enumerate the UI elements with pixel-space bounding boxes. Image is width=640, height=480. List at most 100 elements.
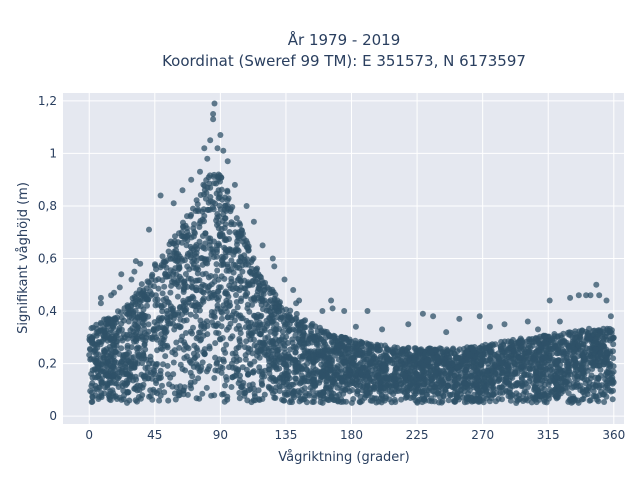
data-point	[220, 147, 227, 154]
data-point	[152, 261, 158, 268]
data-point	[479, 371, 486, 378]
data-point	[217, 178, 223, 185]
data-point	[191, 221, 198, 228]
data-point	[205, 366, 212, 373]
data-point	[556, 318, 563, 325]
data-point	[452, 398, 459, 405]
data-point	[383, 365, 390, 372]
data-point	[273, 321, 280, 328]
data-point	[193, 197, 200, 204]
data-point	[190, 264, 197, 271]
data-point	[261, 286, 268, 293]
data-point	[415, 356, 422, 363]
data-point	[601, 389, 608, 396]
data-point	[87, 388, 94, 394]
y-tick-label: 0,8	[38, 199, 57, 213]
data-point	[547, 373, 554, 380]
data-point	[200, 349, 207, 356]
data-point	[289, 399, 295, 406]
data-point	[460, 379, 467, 386]
data-point	[398, 396, 405, 403]
data-point	[484, 357, 491, 364]
data-point	[200, 191, 207, 198]
data-point	[242, 356, 249, 363]
data-point	[141, 330, 148, 337]
data-point	[602, 333, 609, 340]
data-point	[234, 241, 240, 248]
data-point	[338, 399, 345, 405]
data-point	[286, 312, 293, 318]
data-point	[556, 339, 563, 346]
data-point	[237, 258, 244, 265]
data-point	[454, 364, 461, 371]
data-point	[243, 317, 250, 324]
data-point	[251, 342, 258, 349]
data-point	[215, 330, 222, 337]
data-point	[101, 349, 108, 355]
data-point	[205, 207, 212, 213]
data-point	[108, 292, 115, 299]
data-point	[132, 397, 139, 404]
data-point	[553, 373, 560, 380]
data-point	[503, 388, 510, 395]
data-point	[114, 396, 120, 402]
data-point	[590, 361, 597, 368]
data-point	[239, 230, 246, 237]
data-point	[354, 390, 361, 397]
data-point	[189, 330, 195, 337]
data-point	[300, 344, 307, 351]
data-point	[285, 389, 292, 396]
data-point	[225, 324, 232, 331]
data-point	[210, 111, 217, 117]
data-point	[462, 372, 469, 379]
data-point	[192, 277, 199, 284]
data-point	[107, 397, 114, 404]
data-point	[129, 325, 136, 332]
data-point	[177, 316, 184, 323]
x-tick-label: 180	[340, 428, 363, 442]
data-point	[214, 242, 220, 249]
data-point	[228, 257, 235, 264]
data-point	[233, 368, 240, 375]
data-point	[247, 386, 254, 393]
data-point	[272, 291, 279, 298]
data-point	[124, 399, 130, 406]
data-point	[324, 374, 331, 381]
data-point	[217, 132, 224, 138]
y-tick-label: 0,6	[38, 252, 57, 266]
data-point	[140, 381, 147, 388]
data-point	[128, 307, 135, 314]
data-point	[161, 283, 168, 290]
data-point	[366, 350, 373, 357]
data-point	[595, 375, 602, 382]
data-point	[193, 307, 199, 314]
data-point	[137, 260, 144, 267]
data-point	[604, 369, 611, 376]
data-point	[535, 326, 541, 333]
data-point	[173, 252, 180, 259]
data-point	[376, 375, 382, 382]
data-point	[104, 316, 111, 323]
data-point	[369, 371, 376, 378]
data-point	[476, 345, 483, 352]
data-point	[97, 294, 104, 301]
data-point	[103, 380, 110, 387]
data-point	[572, 356, 579, 363]
data-point	[453, 393, 460, 400]
data-point	[181, 278, 188, 285]
data-point	[175, 283, 182, 290]
data-point	[401, 361, 408, 368]
data-point	[266, 358, 273, 365]
data-point	[213, 217, 220, 224]
data-point	[192, 243, 199, 250]
data-point	[194, 270, 201, 277]
x-axis-title: Vågriktning (grader)	[278, 450, 409, 465]
data-point	[95, 359, 102, 366]
data-point	[144, 302, 150, 309]
data-point	[430, 313, 437, 320]
data-point	[584, 367, 591, 374]
data-point	[472, 397, 479, 403]
data-point	[190, 302, 197, 309]
data-point	[597, 350, 604, 357]
data-point	[255, 324, 262, 331]
